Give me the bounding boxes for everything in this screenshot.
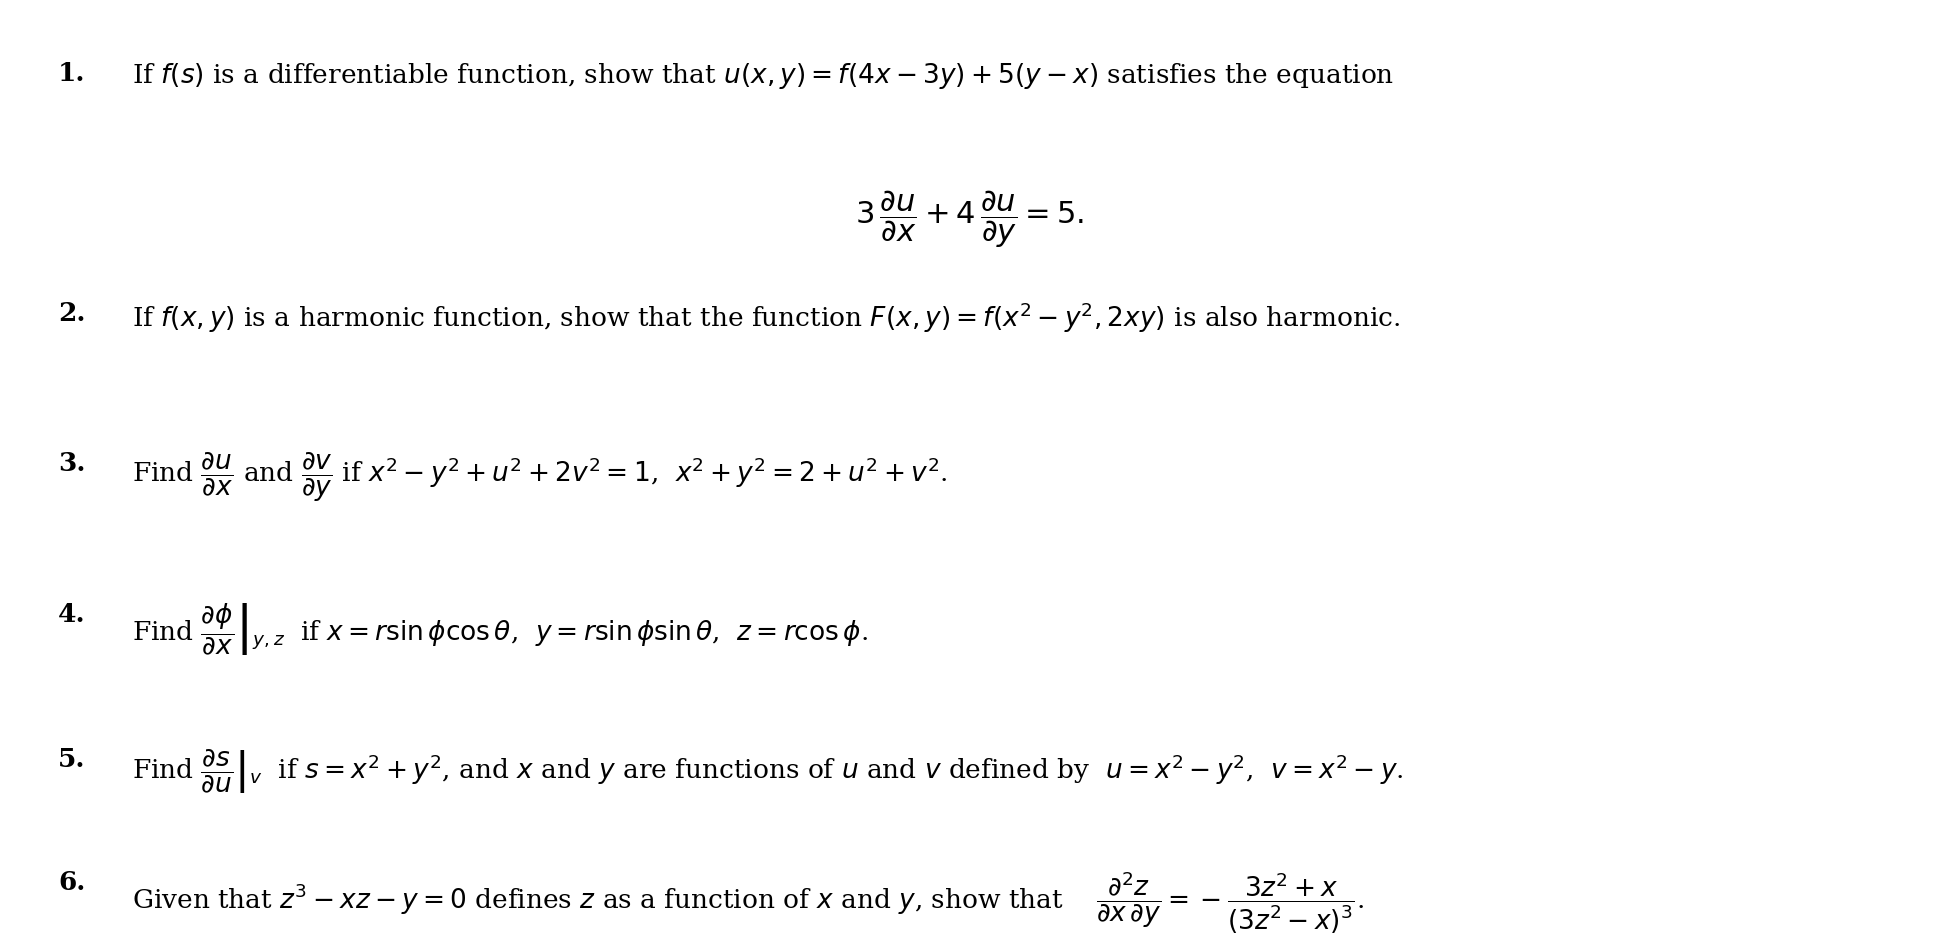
- Text: 2.: 2.: [58, 301, 85, 326]
- Text: 5.: 5.: [58, 747, 85, 773]
- Text: If $f(s)$ is a differentiable function, show that $u(x, y) = f(4x-3y)+5(y-x)$ sa: If $f(s)$ is a differentiable function, …: [132, 61, 1394, 91]
- Text: 3.: 3.: [58, 451, 85, 477]
- Text: Find $\left.\dfrac{\partial s}{\partial u}\right|_{v}$  if $s = x^2+y^2$, and $x: Find $\left.\dfrac{\partial s}{\partial …: [132, 747, 1404, 795]
- Text: 4.: 4.: [58, 602, 85, 627]
- Text: Find $\left.\dfrac{\partial \phi}{\partial x}\right|_{y,z}$  if $x = r\sin\phi\c: Find $\left.\dfrac{\partial \phi}{\parti…: [132, 602, 869, 658]
- Text: 1.: 1.: [58, 61, 85, 86]
- Text: If $f(x, y)$ is a harmonic function, show that the function $F(x, y) = f(x^2-y^2: If $f(x, y)$ is a harmonic function, sho…: [132, 301, 1400, 336]
- Text: 6.: 6.: [58, 870, 85, 895]
- Text: Given that $z^3-xz-y=0$ defines $z$ as a function of $x$ and $y$, show that $\qu: Given that $z^3-xz-y=0$ defines $z$ as a…: [132, 870, 1363, 935]
- Text: Find $\dfrac{\partial u}{\partial x}$ and $\dfrac{\partial v}{\partial y}$ if $x: Find $\dfrac{\partial u}{\partial x}$ an…: [132, 451, 948, 505]
- Text: $3\,\dfrac{\partial u}{\partial x}+4\,\dfrac{\partial u}{\partial y}=5.$: $3\,\dfrac{\partial u}{\partial x}+4\,\d…: [855, 188, 1084, 249]
